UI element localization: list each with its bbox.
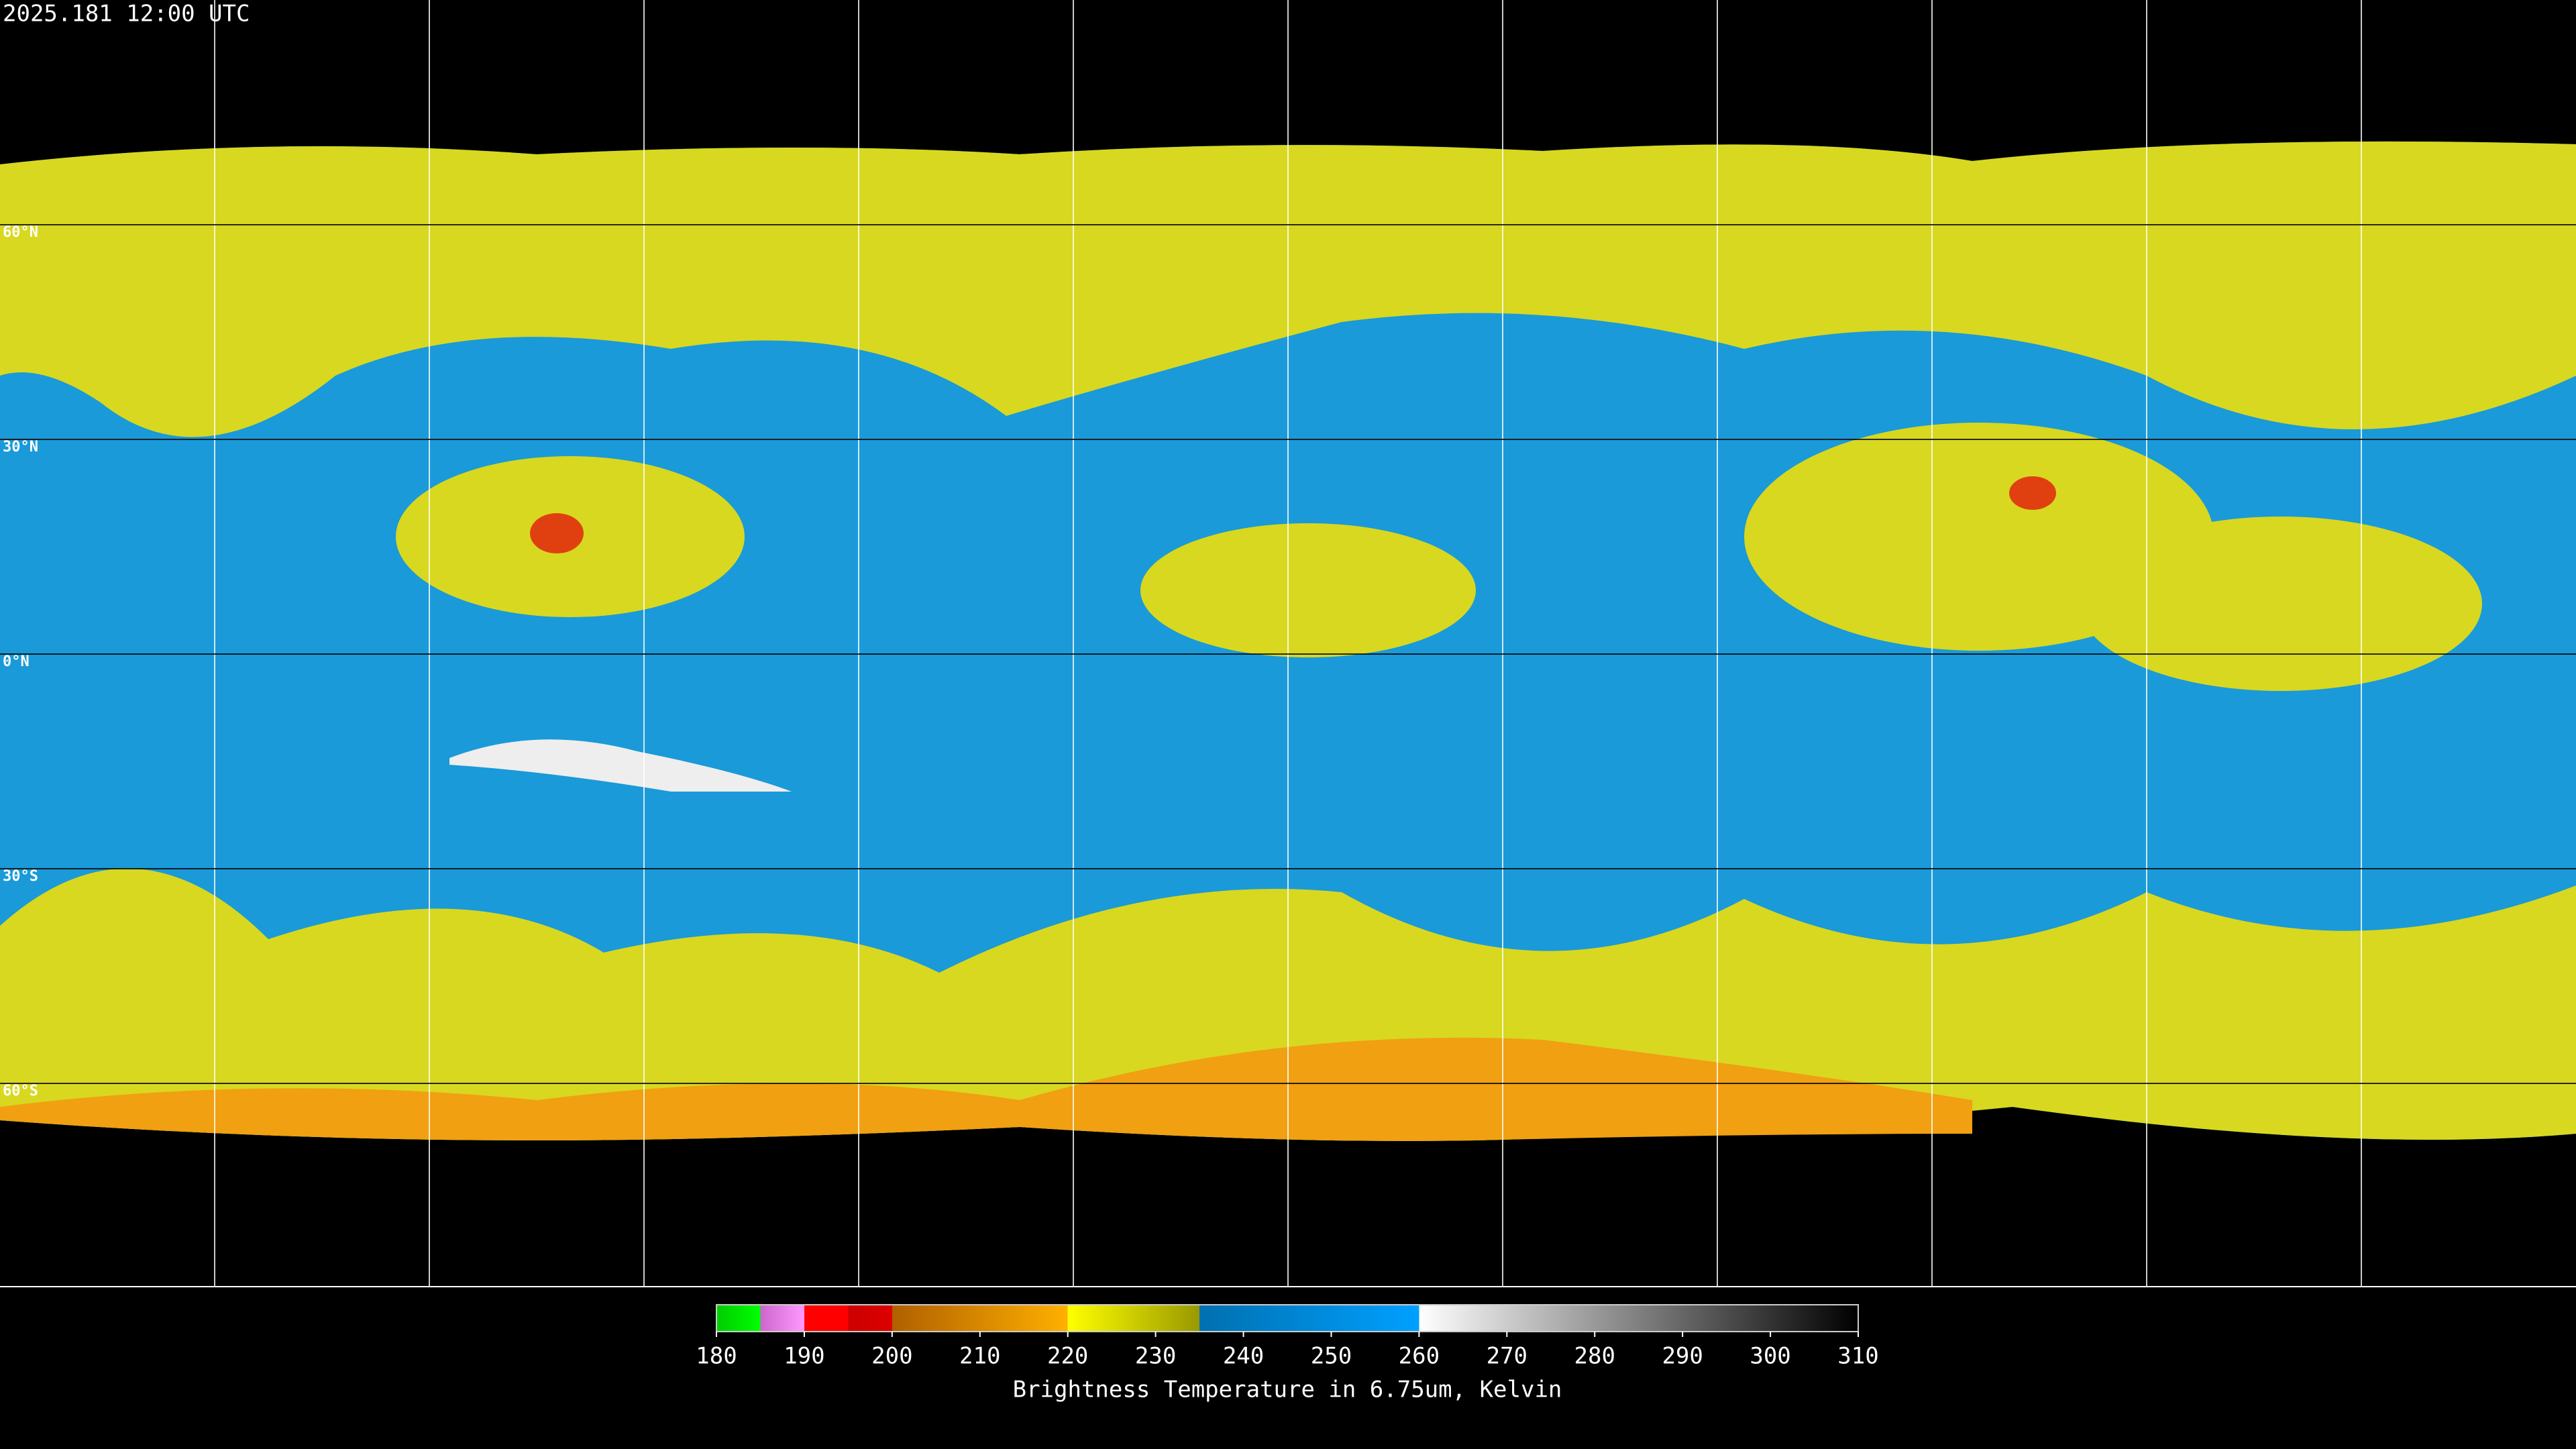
latitude-label: 30°N (3, 439, 38, 455)
warm-dry-region (449, 739, 792, 792)
colorbar (716, 1304, 1859, 1332)
latitude-label: 60°N (3, 224, 38, 241)
colorbar-tick-label: 190 (784, 1343, 824, 1370)
colorbar-tick-label: 230 (1135, 1343, 1176, 1370)
latitude-label: 0°N (3, 653, 30, 670)
graticule: 60°N 30°N 0°N 30°S 60°S (0, 0, 2576, 1287)
colorbar-tick-label: 300 (1750, 1343, 1790, 1370)
antarctic-cold-band (0, 1037, 1972, 1141)
latitude-label: 30°S (3, 868, 38, 885)
colorbar-tick-label: 260 (1399, 1343, 1440, 1370)
timestamp: 2025.181 12:00 UTC (3, 1, 250, 28)
colorbar-tick-label: 310 (1837, 1343, 1878, 1370)
colorbar-tick-label: 280 (1574, 1343, 1615, 1370)
colorbar-tick-label: 240 (1223, 1343, 1264, 1370)
colorbar-tick-label: 220 (1047, 1343, 1088, 1370)
colorbar-label: Brightness Temperature in 6.75um, Kelvin (1013, 1377, 1562, 1403)
colorbar-tick-label: 210 (959, 1343, 1000, 1370)
colorbar-tick-label: 250 (1311, 1343, 1352, 1370)
convection (1140, 523, 1476, 657)
convection-core (2009, 476, 2056, 510)
colorbar-tick-label: 200 (871, 1343, 912, 1370)
convection (2080, 517, 2482, 691)
colorbar-tick-label: 290 (1662, 1343, 1703, 1370)
convection-core (530, 513, 584, 553)
colorbar-tick-label: 180 (696, 1343, 737, 1370)
colorbar-tick-label: 270 (1487, 1343, 1527, 1370)
latitude-label: 60°S (3, 1083, 38, 1099)
